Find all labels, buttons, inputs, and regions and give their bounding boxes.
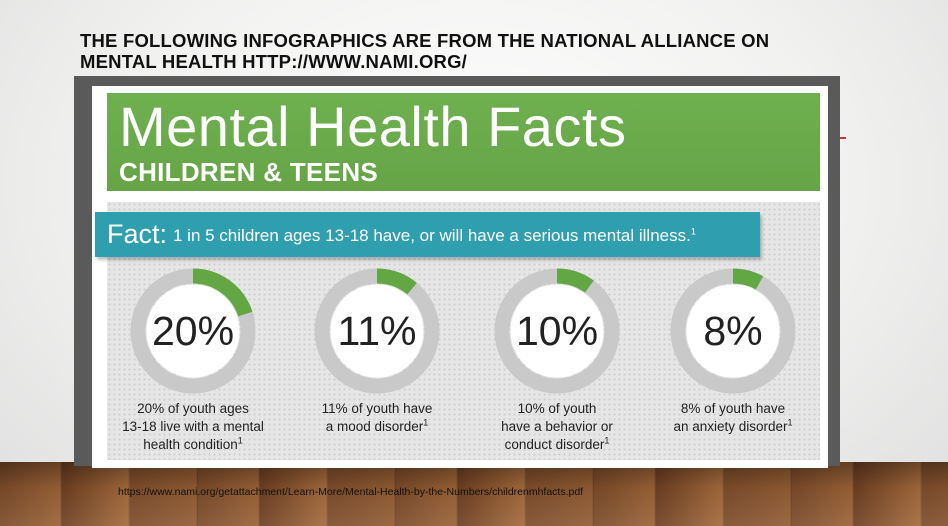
caption-line: 10% of youth bbox=[517, 401, 597, 416]
caption-line: health condition bbox=[143, 437, 238, 452]
slide-heading-line2: MENTAL HEALTH HTTP://WWW.NAMI.ORG/ bbox=[80, 51, 468, 72]
fact-text-wrap: 1 in 5 children ages 13-18 have, or will… bbox=[173, 226, 696, 246]
stat-caption-4: 8% of youth have an anxiety disorder1 bbox=[643, 400, 823, 436]
caption-line: 13-18 live with a mental bbox=[122, 419, 264, 434]
caption-footnote: 1 bbox=[237, 435, 243, 446]
fact-banner: Fact: 1 in 5 children ages 13-18 have, o… bbox=[95, 212, 760, 257]
caption-line: 8% of youth have bbox=[680, 401, 786, 416]
slide-heading: THE FOLLOWING INFOGRAPHICS ARE FROM THE … bbox=[80, 30, 860, 72]
stat-ring-2: 11% bbox=[312, 266, 442, 396]
caption-line-last: a mood disorder1 bbox=[287, 418, 467, 436]
infographic-subtitle: CHILDREN & TEENS bbox=[119, 157, 379, 187]
title-banner: Mental Health Facts CHILDREN & TEENS bbox=[107, 93, 820, 191]
caption-line: have a behavior or bbox=[501, 419, 613, 434]
stat-value: 11% bbox=[337, 308, 417, 354]
stat-ring-1: 20% bbox=[128, 266, 258, 396]
source-link[interactable]: https://www.nami.org/getattachment/Learn… bbox=[118, 486, 584, 498]
ring-center bbox=[146, 284, 240, 378]
slide-heading-line1: THE FOLLOWING INFOGRAPHICS ARE FROM THE … bbox=[80, 30, 770, 51]
caption-line-last: health condition1 bbox=[103, 436, 283, 454]
fact-text: 1 in 5 children ages 13-18 have, or will… bbox=[173, 226, 691, 245]
caption-footnote: 1 bbox=[423, 417, 429, 428]
caption-line: an anxiety disorder bbox=[673, 419, 788, 434]
caption-line-last: conduct disorder1 bbox=[467, 436, 647, 454]
caption-line: conduct disorder bbox=[504, 437, 605, 452]
caption-footnote: 1 bbox=[787, 417, 793, 428]
ring-chart bbox=[314, 268, 440, 394]
stat-value: 20% bbox=[151, 308, 235, 354]
caption-line: 11% of youth have bbox=[321, 401, 433, 416]
ring-fill-arc bbox=[494, 268, 620, 394]
stat-caption-1: 20% of youth ages 13-18 live with a ment… bbox=[103, 400, 283, 454]
caption-line-last: an anxiety disorder1 bbox=[643, 418, 823, 436]
caption-footnote: 1 bbox=[604, 435, 610, 446]
caption-line: 20% of youth ages bbox=[137, 401, 249, 416]
ring-chart bbox=[130, 268, 256, 394]
ring-fill-arc bbox=[314, 268, 440, 394]
stat-value: 8% bbox=[703, 308, 763, 354]
caption-line: a mood disorder bbox=[325, 419, 424, 434]
stat-caption-2: 11% of youth have a mood disorder1 bbox=[287, 400, 467, 436]
stat-value: 10% bbox=[515, 308, 599, 354]
ring-fill-arc bbox=[670, 268, 796, 394]
fact-footnote: 1 bbox=[690, 226, 696, 237]
infographic-title: Mental Health Facts bbox=[119, 95, 627, 158]
ring-chart bbox=[670, 268, 796, 394]
stat-caption-3: 10% of youth have a behavior or conduct … bbox=[467, 400, 647, 454]
ring-chart bbox=[494, 268, 620, 394]
fact-label: Fact: bbox=[107, 219, 168, 249]
ring-fill-arc bbox=[130, 268, 256, 394]
red-dash-decoration bbox=[838, 137, 846, 139]
stat-ring-3: 10% bbox=[492, 266, 622, 396]
ring-center bbox=[686, 284, 780, 378]
ring-center bbox=[330, 284, 424, 378]
stat-ring-4: 8% bbox=[668, 266, 798, 396]
ring-center bbox=[510, 284, 604, 378]
wooden-floor-background bbox=[0, 462, 948, 526]
